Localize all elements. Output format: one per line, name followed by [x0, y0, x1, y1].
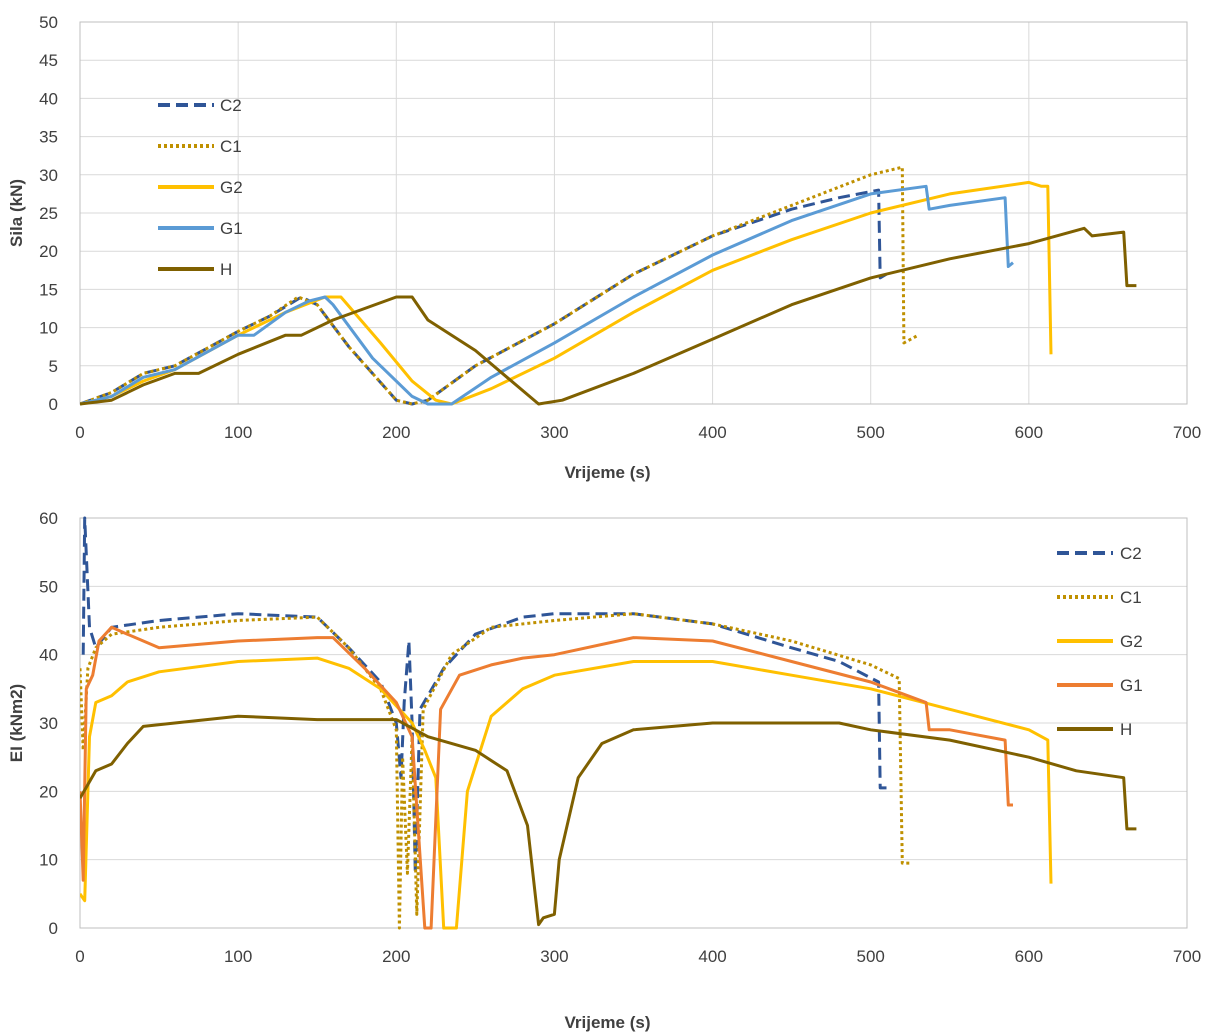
legend-label-g2: G2	[1120, 632, 1143, 651]
plot-frame	[79, 21, 1188, 405]
x-tick-label: 600	[1015, 947, 1043, 966]
y-tick-label: 10	[39, 851, 58, 870]
legend-label-h: H	[1120, 720, 1132, 739]
series-line-c1	[80, 165, 919, 406]
y-tick-label: 15	[39, 280, 58, 299]
series-line-c1	[80, 612, 912, 930]
series-line-h	[80, 714, 1137, 927]
legend-label-c2: C2	[220, 96, 242, 115]
x-tick-label: 400	[698, 423, 726, 442]
y-tick-label: 60	[39, 509, 58, 528]
legend-label-c2: C2	[1120, 544, 1142, 563]
y-tick-label: 30	[39, 714, 58, 733]
legend-label-c1: C1	[1120, 588, 1142, 607]
y-tick-label: 0	[49, 395, 58, 414]
series-line-g2	[80, 656, 1053, 930]
y-axis-title: Sila (kN)	[7, 179, 26, 247]
x-tick-label: 500	[857, 947, 885, 966]
legend-label-h: H	[220, 260, 232, 279]
x-tick-label: 100	[224, 423, 252, 442]
series-line-c2	[81, 516, 887, 875]
y-tick-label: 5	[49, 357, 58, 376]
legend-label-g1: G1	[220, 219, 243, 238]
y-tick-label: 35	[39, 128, 58, 147]
legend-label-c1: C1	[220, 137, 242, 156]
x-tick-label: 600	[1015, 423, 1043, 442]
series-line-g1	[80, 625, 1013, 930]
y-tick-label: 50	[39, 13, 58, 32]
x-tick-label: 300	[540, 423, 568, 442]
y-tick-label: 45	[39, 51, 58, 70]
series-line-g1	[80, 184, 1014, 406]
y-tick-label: 20	[39, 242, 58, 261]
y-axis-title: EI (kNm2)	[7, 684, 26, 762]
y-tick-label: 10	[39, 319, 58, 338]
legend-label-g1: G1	[1120, 676, 1143, 695]
x-tick-label: 0	[75, 423, 84, 442]
y-tick-label: 30	[39, 166, 58, 185]
x-tick-label: 400	[698, 947, 726, 966]
x-axis-title: Vrijeme (s)	[565, 463, 651, 482]
x-tick-label: 300	[540, 947, 568, 966]
y-tick-label: 40	[39, 89, 58, 108]
plot-frame	[79, 517, 1188, 929]
y-tick-label: 25	[39, 204, 58, 223]
x-tick-label: 700	[1173, 947, 1201, 966]
series-line-g2	[80, 180, 1053, 406]
x-tick-label: 200	[382, 947, 410, 966]
y-tick-label: 40	[39, 646, 58, 665]
x-tick-label: 200	[382, 423, 410, 442]
x-tick-label: 100	[224, 947, 252, 966]
y-tick-label: 0	[49, 919, 58, 938]
x-axis-title: Vrijeme (s)	[565, 1013, 651, 1032]
y-tick-label: 20	[39, 782, 58, 801]
x-tick-label: 500	[857, 423, 885, 442]
x-tick-label: 0	[75, 947, 84, 966]
series-line-h	[80, 226, 1137, 406]
legend-label-g2: G2	[220, 178, 243, 197]
y-tick-label: 50	[39, 577, 58, 596]
x-tick-label: 700	[1173, 423, 1201, 442]
